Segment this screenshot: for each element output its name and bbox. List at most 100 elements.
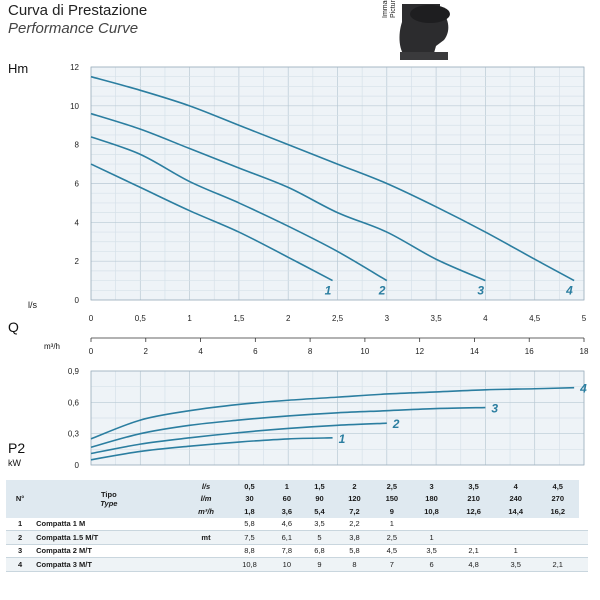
q-lm-value: 150 (373, 492, 411, 505)
row-number: 4 (6, 557, 35, 572)
row-value (452, 530, 495, 545)
row-value: 4,5 (373, 544, 411, 558)
row-number: 2 (6, 530, 35, 545)
q-lm-value: 210 (452, 492, 495, 505)
row-value: 9 (303, 557, 336, 572)
q-m3h-value: 16,2 (536, 505, 579, 518)
curve-label-3: 3 (491, 402, 498, 416)
q-ls-value: 4 (494, 480, 537, 493)
curve-label-2: 2 (378, 284, 386, 298)
row-value (578, 544, 588, 558)
unit-ls: l/s (183, 480, 229, 493)
row-model: Compatta 2 M/T (34, 544, 184, 558)
plot-frame (90, 66, 585, 301)
row-unit (183, 557, 229, 572)
q-ls-value: 4,5 (536, 480, 579, 493)
curve-series-1 (90, 437, 333, 461)
m3h-tick-label: 6 (253, 347, 258, 356)
row-value: 1 (410, 530, 453, 545)
m3h-tick-label: 0 (89, 347, 94, 356)
m3h-tick-label: 2 (144, 347, 149, 356)
row-value (578, 530, 588, 545)
q-m3h-value: 9 (373, 505, 411, 518)
curve-label-2: 2 (392, 417, 400, 431)
y-tick-label: 4 (75, 218, 80, 227)
y-tick-label: 12 (70, 63, 79, 72)
q-ls-value: 2,5 (373, 480, 411, 493)
row-value: 2,2 (335, 517, 374, 531)
col-type-header: Tipo Type (34, 480, 184, 518)
flow-m3h-axis: 0 2 4 6 8 10 12 14 16 18 (89, 337, 589, 356)
table-row: 2 Compatta 1.5 M/T mt 7,5 6,1 5 3,8 2,5 1 (6, 530, 588, 545)
q-ls-value: 3 (410, 480, 453, 493)
row-value (410, 517, 453, 531)
power-axis-label: P2 (8, 440, 25, 456)
curve-series-1 (90, 163, 333, 282)
row-value: 1 (373, 517, 411, 531)
curve-series-2 (90, 136, 388, 282)
m3h-tick-label: 16 (525, 347, 534, 356)
flow-q-label: Q (8, 319, 19, 335)
curve-series-4 (90, 386, 575, 440)
row-value (536, 530, 579, 545)
row-value: 3,5 (494, 557, 537, 572)
curve-label-1: 1 (325, 284, 332, 298)
x-tick-label: 2,5 (332, 314, 344, 323)
row-value: 3,5 (410, 544, 453, 558)
x-tick-label: 1,5 (233, 314, 245, 323)
row-value: 10 (270, 557, 304, 572)
q-lm-value: 90 (303, 492, 336, 505)
table-row: 1 Compatta 1 M 5,8 4,6 3,5 2,2 1 (6, 517, 588, 531)
y-tick-label: 6 (75, 180, 80, 189)
row-value (578, 517, 588, 531)
x-tick-label: 4,5 (529, 314, 541, 323)
q-lm-value: 120 (335, 492, 374, 505)
row-model: Compatta 1 M (34, 517, 184, 531)
unit-lm: l/m (183, 492, 229, 505)
head-axis-label: Hm (8, 61, 28, 76)
row-value: 6,1 (270, 530, 304, 545)
y-tick-label: 2 (75, 257, 80, 266)
x-tick-label: 2 (286, 314, 291, 323)
curve-series-3 (90, 112, 486, 282)
row-value: 2,1 (452, 544, 495, 558)
x-tick-label: 3 (385, 314, 390, 323)
row-value (494, 530, 537, 545)
row-value: 1 (494, 544, 537, 558)
x-tick-label: 0 (89, 314, 94, 323)
unit-m3h: m³/h (183, 505, 229, 518)
flow-ls-label: l/s (28, 300, 38, 310)
m3h-tick-label: 4 (198, 347, 203, 356)
row-number: 3 (6, 544, 35, 558)
row-value (536, 544, 579, 558)
x-tick-label: 5 (582, 314, 587, 323)
q-m3h-value: 5,4 (303, 505, 336, 518)
row-value: 10,8 (228, 557, 271, 572)
row-value: 7,5 (228, 530, 271, 545)
q-m3h-value: 1,8 (228, 505, 271, 518)
row-value: 6 (410, 557, 453, 572)
y-tick-label: 0,9 (68, 367, 80, 376)
row-number: 1 (6, 517, 35, 531)
row-value: 4,8 (452, 557, 495, 572)
curve-series-2 (90, 422, 387, 455)
y-tick-label: 0,6 (68, 398, 80, 407)
q-ls-value: 1 (270, 480, 304, 493)
y-tick-label: 0 (75, 461, 80, 470)
row-unit (183, 517, 229, 531)
power-flow-chart: 0 0,3 0,6 0,9 1 2 3 4 (68, 367, 587, 470)
m3h-tick-label: 18 (580, 347, 589, 356)
row-unit: mt (183, 530, 229, 545)
power-unit-label: kW (8, 458, 22, 468)
row-value (578, 557, 588, 572)
m3h-tick-label: 8 (308, 347, 313, 356)
col-type-label: Type (100, 498, 118, 508)
row-value: 2,1 (536, 557, 579, 572)
q-ls-value: 2 (335, 480, 374, 493)
table-row: 3 Compatta 2 M/T 8,8 7,8 6,8 5,8 4,5 3,5 2,1 1 (6, 544, 588, 558)
y-tick-label: 0,3 (68, 430, 80, 439)
row-value: 5,8 (335, 544, 374, 558)
row-model: Compatta 1.5 M/T (34, 530, 184, 545)
curve-label-4: 4 (565, 284, 573, 298)
m3h-tick-label: 12 (415, 347, 424, 356)
